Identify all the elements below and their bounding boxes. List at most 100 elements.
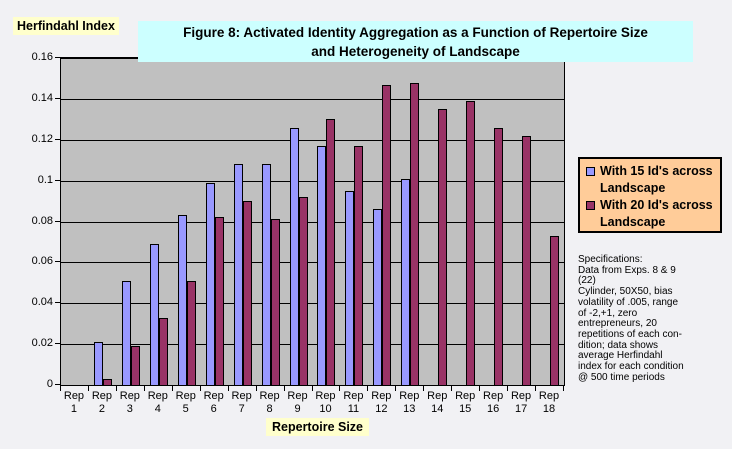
bar-rep11-20ids: [354, 145, 364, 385]
gridline-0.1: [61, 180, 564, 182]
legend-marker-20-ids-icon: [586, 201, 595, 210]
y-tick-mark: [55, 343, 60, 345]
x-tick-label-rep9: Rep 9: [287, 390, 308, 415]
bar-rep4-15ids: [149, 243, 159, 385]
x-tick-mark: [115, 386, 117, 391]
y-tick-mark: [55, 384, 60, 385]
x-tick-mark: [87, 386, 89, 391]
y-tick-mark: [55, 57, 60, 58]
legend: With 15 Id's across Landscape With 20 Id…: [578, 157, 722, 233]
bar-rep4-20ids: [158, 317, 168, 385]
x-tick-mark: [507, 386, 509, 391]
bar-rep15-20ids: [466, 100, 476, 385]
gridline-0.12: [61, 139, 564, 141]
y-tick-mark: [55, 138, 60, 140]
y-axis-title: Herfindahl Index: [13, 17, 119, 35]
x-tick-label-rep8: Rep 8: [259, 390, 280, 415]
bar-rep10-20ids: [326, 119, 336, 385]
bar-rep9-20ids: [298, 196, 308, 385]
x-tick-label-rep17: Rep 17: [510, 390, 532, 415]
y-tick-mark: [55, 179, 60, 181]
bar-rep3-15ids: [121, 280, 131, 385]
bar-rep6-15ids: [205, 182, 215, 385]
legend-label-15-ids: With 15 Id's across Landscape: [600, 164, 713, 195]
bar-rep5-20ids: [186, 280, 196, 385]
bar-rep17-20ids: [522, 135, 532, 385]
y-tick-label-0.08: 0.08: [31, 214, 53, 227]
x-tick-mark: [367, 386, 369, 391]
x-axis-title: Repertoire Size: [266, 418, 370, 436]
y-tick-mark: [55, 97, 60, 99]
gridline-0.04: [61, 303, 564, 305]
bar-rep8-20ids: [270, 219, 280, 385]
chart-title-line-2: and Heterogeneity of Landscape: [311, 44, 520, 59]
gridline-0.02: [61, 344, 564, 346]
bar-rep6-20ids: [214, 217, 224, 385]
bar-rep13-15ids: [401, 178, 411, 385]
bar-rep5-15ids: [177, 215, 187, 385]
bar-rep2-20ids: [102, 378, 112, 385]
legend-item-15-ids: With 15 Id's across Landscape: [586, 163, 718, 197]
y-tick-label-0.1: 0.1: [37, 173, 53, 186]
y-tick-mark: [55, 302, 60, 304]
y-tick-mark: [55, 261, 60, 263]
bar-rep9-15ids: [289, 127, 299, 385]
bar-rep11-15ids: [345, 190, 355, 385]
bar-rep12-20ids: [382, 84, 392, 385]
bar-rep3-20ids: [130, 346, 140, 385]
x-tick-label-rep15: Rep 15: [455, 390, 476, 415]
y-tick-label-0.02: 0.02: [31, 337, 53, 350]
legend-marker-15-ids-icon: [586, 167, 595, 176]
y-tick-label-0.16: 0.16: [31, 51, 53, 63]
legend-item-20-ids: With 20 Id's across Landscape: [586, 197, 718, 231]
x-tick-mark: [563, 386, 564, 391]
bar-rep10-15ids: [317, 145, 327, 385]
x-tick-mark: [143, 386, 145, 391]
x-tick-label-rep2: Rep 2: [91, 390, 112, 415]
gridline-0.14: [61, 98, 564, 100]
specifications-text: Specifications: Data from Exps. 8 & 9 (2…: [578, 254, 684, 383]
x-tick-label-rep12: Rep 12: [371, 390, 392, 415]
bar-rep14-20ids: [438, 109, 448, 385]
x-tick-mark: [535, 386, 537, 391]
x-tick-mark: [255, 386, 257, 391]
bar-rep18-20ids: [550, 235, 560, 385]
x-tick-mark: [395, 386, 397, 391]
x-tick-mark: [227, 386, 229, 391]
bar-rep7-15ids: [233, 164, 243, 385]
x-tick-label-rep1: Rep 1: [63, 390, 85, 415]
y-tick-label-0.14: 0.14: [31, 91, 53, 104]
gridline-0.06: [61, 262, 564, 264]
x-tick-label-rep6: Rep 6: [203, 390, 224, 415]
x-tick-mark: [283, 386, 285, 391]
x-tick-mark: [479, 386, 481, 391]
x-tick-label-rep18: Rep 18: [538, 390, 560, 415]
x-tick-label-rep7: Rep 7: [231, 390, 252, 415]
y-tick-label-0.04: 0.04: [31, 296, 53, 309]
gridline-0.08: [61, 221, 564, 223]
y-tick-mark: [55, 220, 60, 222]
chart-title-line-1: Figure 8: Activated Identity Aggregation…: [183, 25, 648, 40]
x-tick-mark: [199, 386, 201, 391]
x-tick-label-rep4: Rep 4: [147, 390, 168, 415]
x-tick-mark: [171, 386, 173, 391]
x-tick-mark: [423, 386, 425, 391]
chart-title: Figure 8: Activated Identity Aggregation…: [138, 21, 693, 62]
x-tick-label-rep16: Rep 16: [483, 390, 504, 415]
bar-rep2-15ids: [93, 342, 103, 385]
x-tick-mark: [451, 386, 453, 391]
x-tick-label-rep5: Rep 5: [175, 390, 196, 415]
bar-rep8-15ids: [261, 164, 271, 385]
bar-rep13-20ids: [410, 82, 420, 385]
x-tick-label-rep3: Rep 3: [119, 390, 140, 415]
x-tick-label-rep14: Rep 14: [427, 390, 448, 415]
x-tick-mark: [60, 386, 61, 391]
plot-area: [60, 57, 565, 386]
x-tick-mark: [339, 386, 341, 391]
y-tick-label-0.06: 0.06: [31, 255, 53, 268]
bar-rep12-15ids: [373, 209, 383, 385]
bar-rep7-20ids: [242, 201, 252, 385]
y-tick-label-0: 0: [46, 378, 53, 390]
x-tick-mark: [311, 386, 313, 391]
